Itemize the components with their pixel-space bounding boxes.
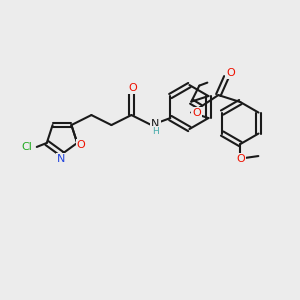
- Text: H: H: [152, 127, 159, 136]
- Text: N: N: [151, 119, 160, 129]
- Text: O: O: [192, 109, 201, 118]
- Text: O: O: [77, 140, 85, 150]
- Text: O: O: [226, 68, 235, 78]
- Text: N: N: [57, 154, 65, 164]
- Text: Cl: Cl: [21, 142, 32, 152]
- Text: O: O: [128, 83, 137, 93]
- Text: O: O: [236, 154, 245, 164]
